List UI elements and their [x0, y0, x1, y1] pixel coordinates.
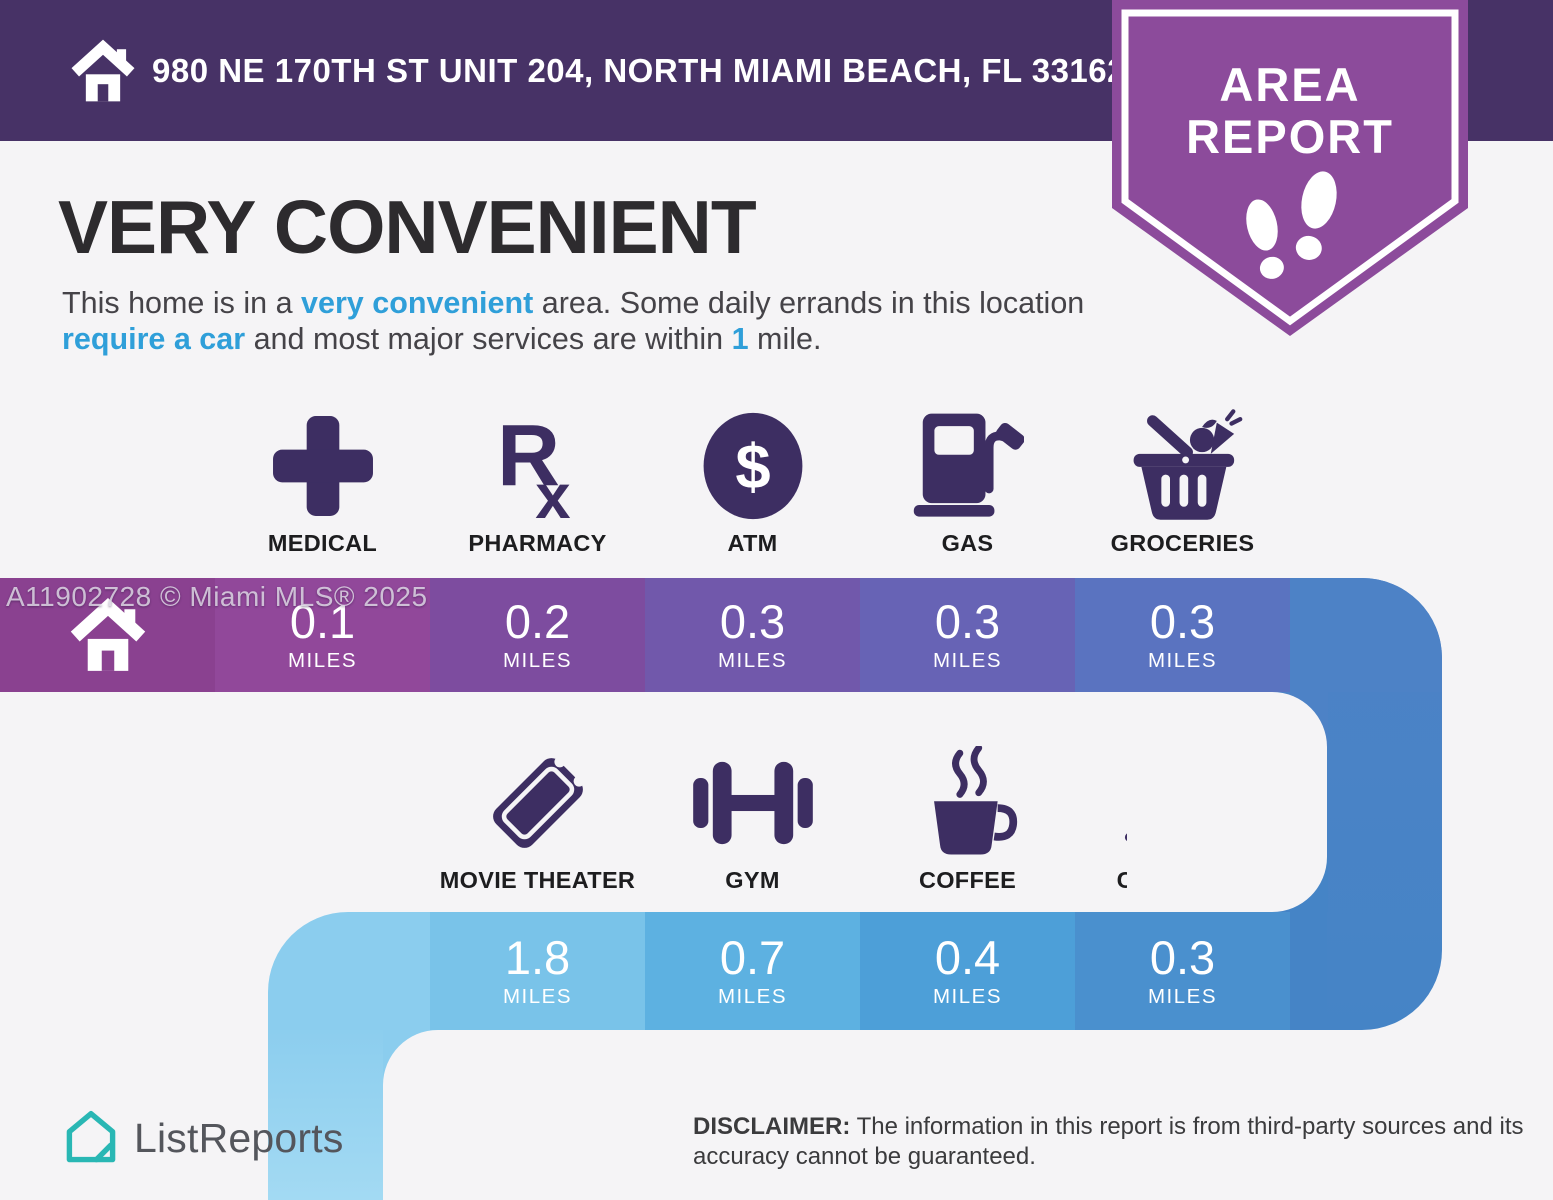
bar2-cell-cleaners: 0.3 MILES — [1075, 912, 1290, 1030]
amenity-movie-theater: MOVIE THEATER — [430, 745, 645, 894]
distance-value: 1.8 — [504, 930, 571, 984]
distance-value: 0.3 — [1149, 594, 1216, 648]
badge-line1: AREA — [1219, 58, 1360, 111]
amenity-label: COFFEE — [918, 867, 1017, 893]
amenity-groceries: GROCERIES — [1075, 408, 1290, 557]
description-highlight: require a car — [62, 321, 246, 356]
bar1-cell-atm: 0.3 MILES — [645, 578, 860, 692]
bar2-cell-gym: 0.7 MILES — [645, 912, 860, 1030]
footprints-icon — [1246, 171, 1337, 279]
svg-text:$: $ — [735, 432, 770, 502]
amenity-coffee: COFFEE — [860, 745, 1075, 894]
distance-value: 0.4 — [934, 930, 1001, 984]
listreports-house-icon — [66, 1111, 116, 1163]
description-segment: and most major services are within — [245, 321, 732, 356]
distance-value: 0.1 — [289, 594, 356, 648]
path-inner-cutout — [1127, 692, 1327, 912]
amenity-medical: MEDICAL — [215, 408, 430, 557]
coffee-cup-icon — [933, 746, 1017, 855]
description-segment: This home is in a — [62, 286, 302, 320]
distance-unit: MILES — [1147, 985, 1218, 1009]
distance-value: 0.3 — [719, 594, 786, 648]
distance-unit: MILES — [502, 649, 573, 673]
amenity-gym: GYM — [645, 745, 860, 894]
dollar-circle-icon: $ — [703, 412, 802, 520]
distance-unit: MILES — [932, 985, 1003, 1009]
movie-ticket-icon — [492, 756, 585, 848]
logo-text: ListReports — [134, 1114, 344, 1161]
amenity-label: MEDICAL — [267, 530, 378, 556]
listreports-logo: ListReports — [64, 1108, 344, 1168]
distance-unit: MILES — [717, 649, 788, 673]
bar1-cell-gas: 0.3 MILES — [860, 578, 1075, 692]
bar2-cell-curve — [268, 912, 430, 1030]
distance-value: 0.2 — [504, 594, 571, 648]
bar1-cell-tail — [1290, 578, 1442, 692]
distance-value: 0.3 — [1149, 930, 1216, 984]
amenity-label: GAS — [941, 530, 994, 556]
bar2-cell-movie-theater: 1.8 MILES — [430, 912, 645, 1030]
amenity-label: PHARMACY — [468, 530, 607, 556]
path-strip-bottom-left — [268, 1022, 383, 1200]
disclaimer: DISCLAIMER: The information in this repo… — [693, 1112, 1553, 1173]
bar2-cell-tail — [1290, 912, 1327, 1030]
amenity-label: ATM — [727, 530, 778, 556]
distance-unit: MILES — [932, 649, 1003, 673]
svg-text:x: x — [535, 461, 570, 525]
distance-bar-row1: 0.1 MILES 0.2 MILES 0.3 MILES 0.3 MILES … — [0, 578, 1442, 692]
distance-unit: MILES — [502, 985, 573, 1009]
gas-pump-icon — [913, 413, 1024, 517]
disclaimer-label: DISCLAIMER: — [693, 1113, 851, 1140]
description-highlight: 1 — [731, 321, 749, 356]
bar1-cell-groceries: 0.3 MILES — [1075, 578, 1290, 692]
home-icon — [70, 597, 145, 671]
amenity-pharmacy: R x PHARMACY — [430, 408, 645, 557]
area-report-badge: AREA REPORT — [1112, 0, 1468, 336]
description-segment: area. Some daily errands in this locatio… — [533, 286, 1085, 320]
amenity-label: GROCERIES — [1110, 530, 1255, 556]
bar1-cell-pharmacy: 0.2 MILES — [430, 578, 645, 692]
page-title: VERY CONVENIENT — [58, 185, 757, 269]
grocery-basket-icon — [1133, 409, 1242, 520]
bar1-cell-medical: 0.1 MILES — [215, 578, 430, 692]
description-segment: mile. — [748, 321, 822, 356]
dumbbell-icon — [692, 761, 813, 845]
description-highlight: very convenient — [301, 286, 534, 320]
medical-cross-icon — [272, 416, 373, 516]
rx-icon: R x — [497, 408, 570, 525]
distance-value: 0.7 — [719, 930, 786, 984]
badge-line2: REPORT — [1186, 110, 1394, 163]
disclaimer-text: The information in this report is from t… — [693, 1113, 1524, 1171]
description: This home is in a very convenient area. … — [62, 286, 1112, 357]
path-inner-cutout — [383, 1030, 598, 1200]
bar2-cell-coffee: 0.4 MILES — [860, 912, 1075, 1030]
amenity-gas: GAS — [860, 408, 1075, 557]
svg-text:R: R — [497, 408, 560, 505]
amenity-label: GYM — [725, 867, 780, 893]
bar1-cell-home — [0, 578, 215, 692]
mls-watermark: A11902728 © Miami MLS® 2025 — [6, 581, 428, 612]
distance-bar-row2: 1.8 MILES 0.7 MILES 0.4 MILES 0.3 MILES — [268, 912, 1327, 1030]
distance-unit: MILES — [1147, 649, 1218, 673]
home-icon — [71, 39, 135, 102]
distance-value: 0.3 — [934, 594, 1001, 648]
property-address: 980 NE 170TH ST UNIT 204, NORTH MIAMI BE… — [152, 51, 1126, 89]
distance-unit: MILES — [717, 985, 788, 1009]
amenity-atm: $ ATM — [645, 408, 860, 557]
amenity-label: MOVIE THEATER — [439, 867, 636, 893]
distance-unit: MILES — [287, 649, 358, 673]
